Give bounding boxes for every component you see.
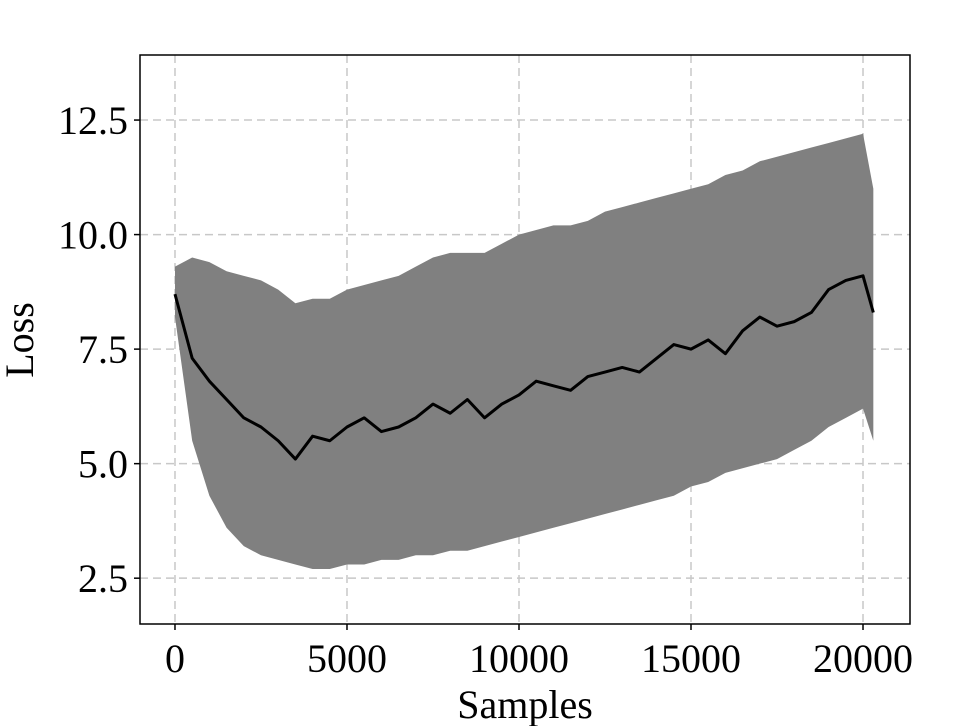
- y-tick-label: 10.0: [58, 213, 128, 258]
- y-tick-label: 7.5: [78, 327, 128, 372]
- x-tick-label: 0: [165, 636, 185, 681]
- x-tick-label: 10000: [469, 636, 569, 681]
- y-tick-label: 2.5: [78, 556, 128, 601]
- plot-frame: [139, 54, 911, 625]
- line: [173, 274, 875, 461]
- x-tick-label: 5000: [307, 636, 387, 681]
- x-axis-label: Samples: [457, 682, 593, 726]
- x-tick-label: 20000: [813, 636, 913, 681]
- y-tick-label: 5.0: [78, 442, 128, 487]
- y-tick-label: 12.5: [58, 98, 128, 143]
- band: [174, 133, 874, 570]
- x-tick-label: 15000: [641, 636, 741, 681]
- y-axis-label: Loss: [0, 302, 42, 378]
